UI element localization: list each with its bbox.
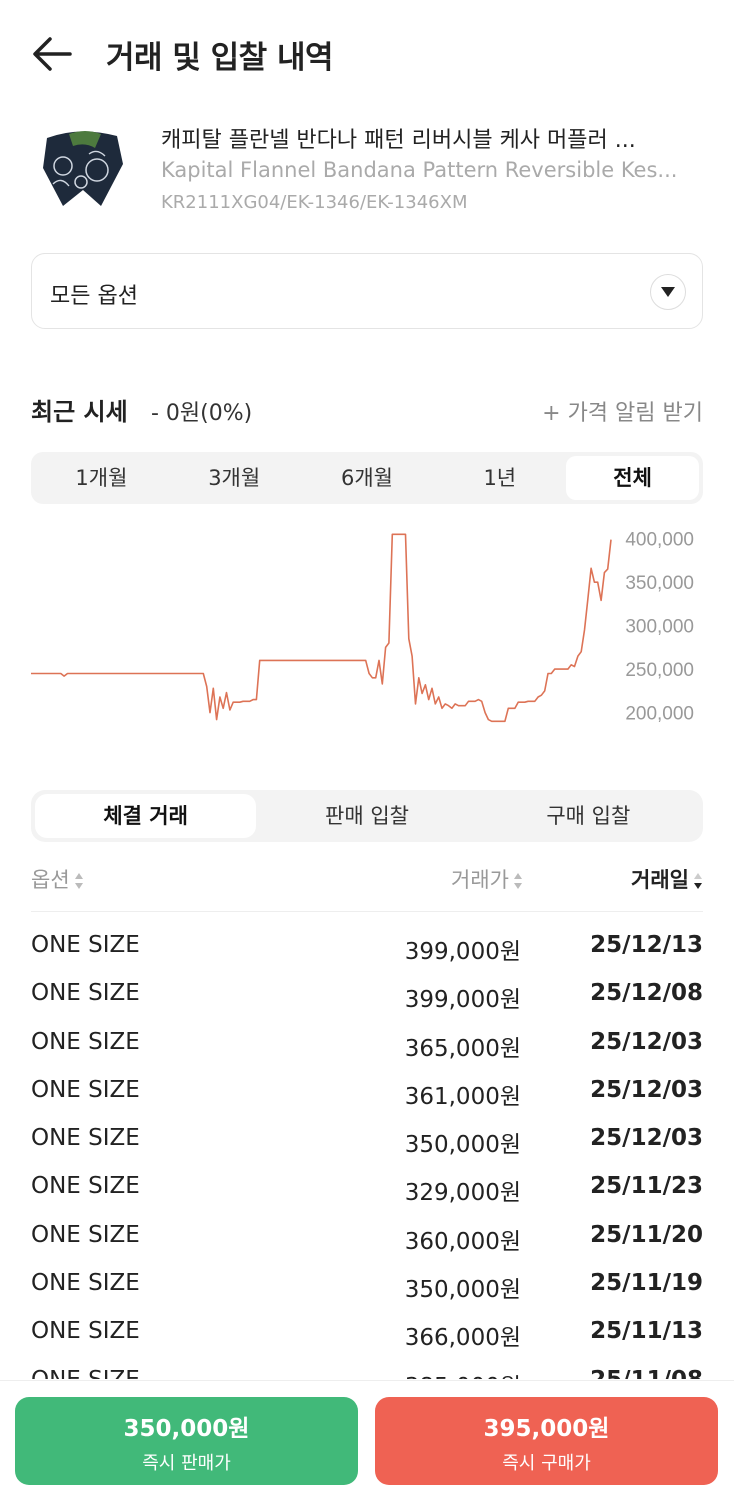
price-alert-link[interactable]: + 가격 알림 받기 (542, 401, 703, 426)
trade-table-header: 옵션 거래가 거래일 (31, 856, 703, 912)
table-row: ONE SIZE 365,000원 25/12/03 (31, 1021, 703, 1069)
table-row: ONE SIZE 385,000원 25/11/08 (31, 1359, 703, 1379)
row-date: 25/11/23 (590, 1173, 703, 1200)
row-date: 25/11/08 (590, 1367, 703, 1379)
trade-table-body: ONE SIZE 399,000원 25/12/13 ONE SIZE 399,000… (31, 924, 703, 1379)
row-option: ONE SIZE (31, 1318, 140, 1345)
instant-sell-price: 350,000원 (123, 1416, 250, 1442)
row-date: 25/12/03 (590, 1028, 703, 1055)
table-row: ONE SIZE 361,000원 25/12/03 (31, 1069, 703, 1117)
row-option: ONE SIZE (31, 932, 140, 958)
y-tick-label: 250,000 (625, 660, 694, 681)
tab-sell-bids[interactable]: 판매 입찰 (325, 804, 409, 828)
row-option: ONE SIZE (31, 1270, 140, 1297)
table-row: ONE SIZE 366,000원 25/11/13 (31, 1310, 703, 1358)
table-row: ONE SIZE 399,000원 25/12/13 (31, 924, 703, 972)
tab-completed-trades[interactable]: 체결 거래 (35, 794, 257, 838)
row-price: 399,000원 (404, 939, 521, 965)
row-price: 360,000원 (404, 1228, 521, 1255)
row-option: ONE SIZE (31, 980, 140, 1007)
product-summary: 캐피탈 플란넬 반다나 패턴 리버시블 케사 머플러 ... Kapital F… (31, 118, 711, 218)
header: 거래 및 입찰 내역 (0, 0, 734, 108)
row-price: 361,000원 (404, 1083, 521, 1110)
header-option[interactable]: 옵션 (31, 864, 84, 894)
sort-desc-icon (694, 873, 702, 889)
price-chart-svg: 400,000 350,000 300,000 250,000 200,000 (31, 530, 694, 725)
product-name-korean: 캐피탈 플란넬 반다나 패턴 리버시블 케사 머플러 ... (161, 128, 636, 153)
header-option-label: 옵션 (31, 868, 70, 892)
row-date: 25/11/20 (590, 1221, 703, 1248)
dropdown-caret-icon (650, 274, 686, 310)
row-date: 25/12/13 (590, 932, 703, 958)
row-date: 25/12/03 (590, 1125, 703, 1152)
market-price-title: 최근 시세 (31, 398, 128, 426)
row-option: ONE SIZE (31, 1028, 140, 1055)
row-price: 366,000원 (404, 1325, 521, 1352)
instant-sell-label: 즉시 판매가 (142, 1453, 231, 1474)
table-row: ONE SIZE 399,000원 25/12/08 (31, 972, 703, 1020)
market-price-header: 최근 시세 - 0원(0%) + 가격 알림 받기 (31, 392, 703, 432)
instant-buy-price: 395,000원 (483, 1416, 610, 1442)
row-price: 385,000원 (405, 1367, 521, 1379)
tab-3-months[interactable]: 3개월 (208, 466, 261, 490)
product-image (39, 124, 125, 210)
row-price: 350,000원 (404, 1132, 521, 1159)
header-date-label: 거래일 (631, 868, 689, 892)
y-tick-label: 300,000 (625, 617, 694, 638)
back-arrow-icon[interactable] (30, 34, 74, 74)
deal-tabs: 체결 거래 판매 입찰 구매 입찰 (31, 790, 703, 842)
row-option: ONE SIZE (31, 1125, 140, 1152)
header-price-label: 거래가 (451, 868, 509, 892)
row-option: ONE SIZE (31, 1367, 140, 1379)
y-tick-label: 200,000 (625, 704, 694, 725)
y-tick-label: 350,000 (625, 573, 694, 594)
tab-1-year[interactable]: 1년 (483, 466, 517, 490)
sort-icon (74, 873, 83, 889)
sort-icon (514, 873, 522, 889)
footer-actions: 350,000원 즉시 판매가 395,000원 즉시 구매가 (0, 1380, 734, 1500)
row-price: 365,000원 (404, 1035, 521, 1062)
page-title: 거래 및 입찰 내역 (106, 40, 334, 76)
row-option: ONE SIZE (31, 1076, 140, 1103)
option-select-label: 모든 옵션 (50, 284, 138, 309)
row-date: 25/12/03 (590, 1076, 703, 1103)
option-select[interactable]: 모든 옵션 (31, 253, 703, 329)
tab-buy-bids[interactable]: 구매 입찰 (546, 804, 631, 828)
table-row: ONE SIZE 360,000원 25/11/20 (31, 1214, 703, 1262)
tab-all[interactable]: 전체 (566, 456, 699, 500)
period-tabs: 1개월 3개월 6개월 1년 전체 (31, 452, 703, 504)
instant-sell-button[interactable]: 350,000원 즉시 판매가 (15, 1397, 358, 1485)
row-date: 25/12/08 (590, 980, 703, 1007)
table-row: ONE SIZE 350,000원 25/12/03 (31, 1117, 703, 1165)
price-chart: 400,000 350,000 300,000 250,000 200,000 (0, 530, 734, 730)
product-code: KR2111XG04/EK-1346/EK-1346XM (161, 192, 468, 213)
price-line (31, 533, 612, 723)
row-date: 25/11/13 (590, 1318, 703, 1345)
table-row: ONE SIZE 350,000원 25/11/19 (31, 1262, 703, 1310)
table-row: ONE SIZE 329,000원 25/11/23 (31, 1165, 703, 1213)
market-price-change: - 0원(0%) (151, 401, 253, 426)
row-price: 399,000원 (404, 987, 521, 1014)
y-tick-label: 400,000 (625, 530, 694, 551)
header-date[interactable]: 거래일 (631, 864, 703, 894)
instant-buy-button[interactable]: 395,000원 즉시 구매가 (375, 1397, 718, 1485)
tab-6-months[interactable]: 6개월 (340, 466, 393, 490)
row-option: ONE SIZE (31, 1221, 140, 1248)
tab-1-month[interactable]: 1개월 (75, 466, 128, 490)
row-option: ONE SIZE (31, 1173, 140, 1200)
header-price[interactable]: 거래가 (451, 864, 523, 894)
row-price: 350,000원 (404, 1277, 521, 1304)
row-date: 25/11/19 (590, 1270, 703, 1297)
instant-buy-label: 즉시 구매가 (502, 1453, 591, 1474)
row-price: 329,000원 (404, 1180, 521, 1207)
product-name-english: Kapital Flannel Bandana Pattern Reversib… (161, 158, 678, 182)
